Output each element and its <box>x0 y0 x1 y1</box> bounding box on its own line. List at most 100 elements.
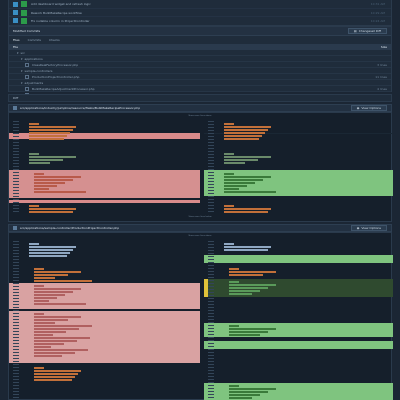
line-number <box>13 370 19 371</box>
code-line <box>34 346 51 348</box>
file-tree-row[interactable]: ProductionProjectController.php 11 lines <box>9 74 391 80</box>
folder-chevron-icon[interactable]: ▾ <box>21 56 23 61</box>
line-number <box>208 355 214 356</box>
line-number <box>13 394 19 395</box>
code-line <box>29 211 73 213</box>
line-number <box>208 160 214 161</box>
line-number <box>13 373 19 374</box>
line-number <box>13 127 19 128</box>
line-number <box>13 247 19 248</box>
line-number <box>208 325 214 326</box>
code-line <box>34 271 81 273</box>
commit-row[interactable]: Add dashboard widget and refresh logic 1… <box>9 0 391 8</box>
line-number <box>13 280 19 281</box>
checkbox-icon[interactable] <box>25 74 29 79</box>
view-options-button[interactable]: ◉ View Options <box>350 225 387 231</box>
changeset-diff-button[interactable]: ▤ Changeset Diff <box>347 28 387 34</box>
file-tree-row[interactable]: ▾ src <box>9 50 391 56</box>
line-number <box>208 127 214 128</box>
code-line <box>29 123 39 125</box>
expand-above[interactable]: Show more lines above <box>188 235 212 237</box>
line-number <box>13 388 19 389</box>
line-number <box>13 277 19 278</box>
checkbox-icon[interactable] <box>13 10 18 15</box>
commit-row[interactable]: Rework BulkMakeRecipe workflow 10:29 AM <box>9 8 391 16</box>
checkbox-icon[interactable] <box>25 86 29 91</box>
file-tree-row[interactable]: ClassRealFactoryProcessor.php 3 lines <box>9 62 391 68</box>
line-number <box>208 130 214 131</box>
file-tree-row[interactable]: ▾ sample-controllers <box>9 68 391 74</box>
code-line <box>229 284 276 286</box>
file-tree-row[interactable]: ▾ adjustments <box>9 80 391 86</box>
folder-chevron-icon[interactable]: ▾ <box>17 50 19 55</box>
checkbox-icon[interactable] <box>25 62 29 67</box>
diff-file-path: src/applications/sample-controller/Produ… <box>20 226 120 230</box>
line-number <box>13 283 19 284</box>
file-tree-row[interactable]: ▾ applications <box>9 56 391 62</box>
tab-commits[interactable]: Commits <box>27 38 41 42</box>
code-line <box>34 274 68 276</box>
line-number <box>13 358 19 359</box>
line-number <box>13 343 19 344</box>
line-number <box>13 136 19 137</box>
code-line <box>224 246 271 248</box>
code-line <box>34 352 75 354</box>
line-number <box>13 241 19 242</box>
line-number <box>208 148 214 149</box>
code-line <box>229 388 276 390</box>
checkbox-icon[interactable] <box>13 18 18 23</box>
line-number <box>208 328 214 329</box>
line-number <box>13 175 19 176</box>
line-number <box>13 295 19 296</box>
line-number <box>13 184 19 185</box>
code-line <box>34 319 68 321</box>
line-number <box>13 397 19 398</box>
line-number <box>208 163 214 164</box>
code-line <box>224 129 268 131</box>
tab-checks[interactable]: Checks <box>48 38 60 42</box>
file-name: adjustments <box>24 80 44 85</box>
code-line <box>34 288 81 290</box>
checkbox-icon[interactable] <box>13 1 18 7</box>
line-number <box>208 382 214 383</box>
folder-chevron-icon[interactable]: ▾ <box>21 68 23 73</box>
code-line <box>34 303 86 305</box>
file-icon <box>13 106 17 110</box>
line-number <box>208 262 214 263</box>
code-line <box>34 277 55 279</box>
line-number <box>208 166 214 167</box>
commit-row[interactable]: Fix nullable column in ProjectController… <box>9 16 391 24</box>
added-context <box>204 279 393 297</box>
view-options-button[interactable]: ◉ View Options <box>350 105 387 111</box>
line-number <box>13 337 19 338</box>
change-marker <box>204 279 208 297</box>
avatar <box>21 9 27 16</box>
code-line <box>224 176 271 178</box>
code-line <box>34 316 81 318</box>
code-line <box>224 243 234 245</box>
line-number <box>208 250 214 251</box>
line-number <box>13 379 19 380</box>
code-line <box>224 126 271 128</box>
line-number <box>13 391 19 392</box>
line-number <box>13 145 19 146</box>
line-number <box>13 331 19 332</box>
folder-chevron-icon[interactable]: ▾ <box>21 80 23 85</box>
file-tree-row[interactable]: BulkMakeRecipeAdjustmentProcessor.php 4 l… <box>9 86 391 92</box>
expand-above[interactable]: Show more lines above <box>188 115 212 117</box>
line-number <box>208 211 214 212</box>
code-line <box>224 191 276 193</box>
line-number <box>208 385 214 386</box>
commit-time: 10:29 AM <box>370 10 385 15</box>
line-number <box>13 271 19 272</box>
line-number <box>208 304 214 305</box>
file-tree: ▾ src ▾ applications ClassRealFactoryProcess… <box>9 50 391 98</box>
code-line <box>34 179 73 181</box>
expand-below[interactable]: Show more lines below <box>188 216 212 218</box>
tab-files[interactable]: Files <box>13 38 20 42</box>
line-number <box>208 343 214 344</box>
commit-message: Rework BulkMakeRecipe workflow <box>31 10 82 15</box>
code-line <box>224 153 234 155</box>
spacer <box>204 133 393 134</box>
code-line <box>29 159 63 161</box>
